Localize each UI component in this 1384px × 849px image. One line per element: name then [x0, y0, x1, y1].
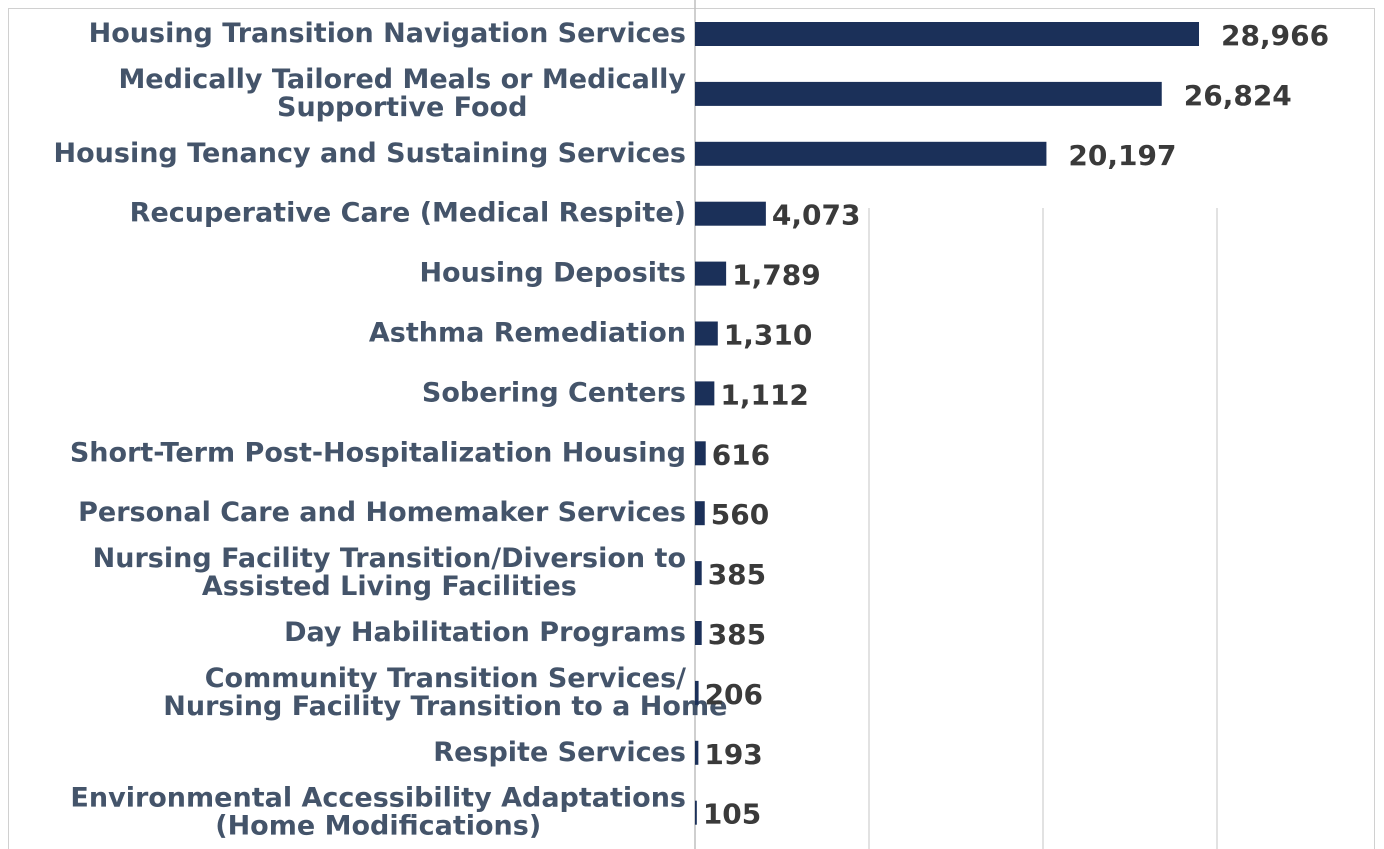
value-label: 105: [703, 798, 761, 831]
category-label-line: Respite Services: [433, 736, 686, 767]
category-label: Sobering Centers: [422, 377, 686, 408]
category-label: Housing Transition Navigation Services: [89, 18, 686, 49]
bar: [695, 141, 1047, 166]
bar: [695, 22, 1200, 46]
category-label: Respite Services: [433, 736, 686, 767]
category-label-line: Nursing Facility Transition to a Home: [163, 690, 727, 721]
bar: [695, 501, 705, 526]
category-label-line: Housing Tenancy and Sustaining Services: [54, 137, 686, 168]
category-label-line: Nursing Facility Transition/Diversion to: [93, 543, 686, 574]
value-label: 193: [704, 738, 762, 771]
category-label-line: Short-Term Post-Hospitalization Housing: [70, 437, 686, 468]
category-label: Day Habilitation Programs: [284, 617, 686, 648]
chart-border: [8, 8, 1375, 849]
bar: [695, 740, 699, 765]
value-label: 616: [712, 438, 770, 471]
category-label-line: Housing Deposits: [419, 257, 686, 288]
value-label: 1,112: [720, 378, 809, 411]
category-label: Recuperative Care (Medical Respite): [130, 197, 686, 228]
category-label-line: Community Transition Services/: [205, 662, 686, 693]
category-label-line: Assisted Living Facilities: [202, 571, 577, 602]
category-label: Housing Deposits: [419, 257, 686, 288]
category-label-line: Sobering Centers: [422, 377, 686, 408]
value-label: 385: [708, 618, 766, 651]
category-label-line: Personal Care and Homemaker Services: [78, 497, 686, 528]
bar: [695, 201, 766, 226]
value-label: 385: [708, 558, 766, 591]
value-label: 28,966: [1221, 19, 1329, 52]
category-label: Environmental Accessibility Adaptations(…: [70, 782, 686, 841]
category-label-line: Supportive Food: [277, 91, 527, 122]
value-label: 1,310: [724, 319, 813, 352]
category-label: Housing Tenancy and Sustaining Services: [54, 137, 686, 168]
value-label: 560: [711, 498, 769, 531]
category-label-line: Housing Transition Navigation Services: [89, 18, 686, 49]
value-label: 4,073: [772, 199, 861, 232]
bar: [695, 381, 715, 406]
bar: [695, 561, 702, 586]
category-label: Short-Term Post-Hospitalization Housing: [70, 437, 686, 468]
category-label-line: (Home Modifications): [215, 810, 541, 841]
value-label: 206: [705, 678, 763, 711]
bar: [695, 321, 718, 346]
category-label: Nursing Facility Transition/Diversion to…: [93, 543, 686, 602]
bar: [695, 441, 706, 466]
bar: [695, 261, 727, 286]
value-label: 20,197: [1068, 139, 1176, 172]
value-label: 26,824: [1184, 79, 1292, 112]
bar: [695, 680, 699, 705]
category-label-line: Recuperative Care (Medical Respite): [130, 197, 686, 228]
category-label: Asthma Remediation: [369, 317, 686, 348]
category-label: Personal Care and Homemaker Services: [78, 497, 686, 528]
category-label-line: Day Habilitation Programs: [284, 617, 686, 648]
bar: [695, 621, 702, 645]
category-label-line: Medically Tailored Meals or Medically: [118, 63, 686, 94]
category-label-line: Asthma Remediation: [369, 317, 686, 348]
category-label-line: Environmental Accessibility Adaptations: [70, 782, 686, 813]
bar: [695, 81, 1162, 106]
category-label: Community Transition Services/Nursing Fa…: [163, 662, 727, 721]
bar: [695, 800, 697, 825]
category-label: Medically Tailored Meals or Medically Sup…: [118, 63, 686, 122]
value-label: 1,789: [732, 259, 821, 292]
